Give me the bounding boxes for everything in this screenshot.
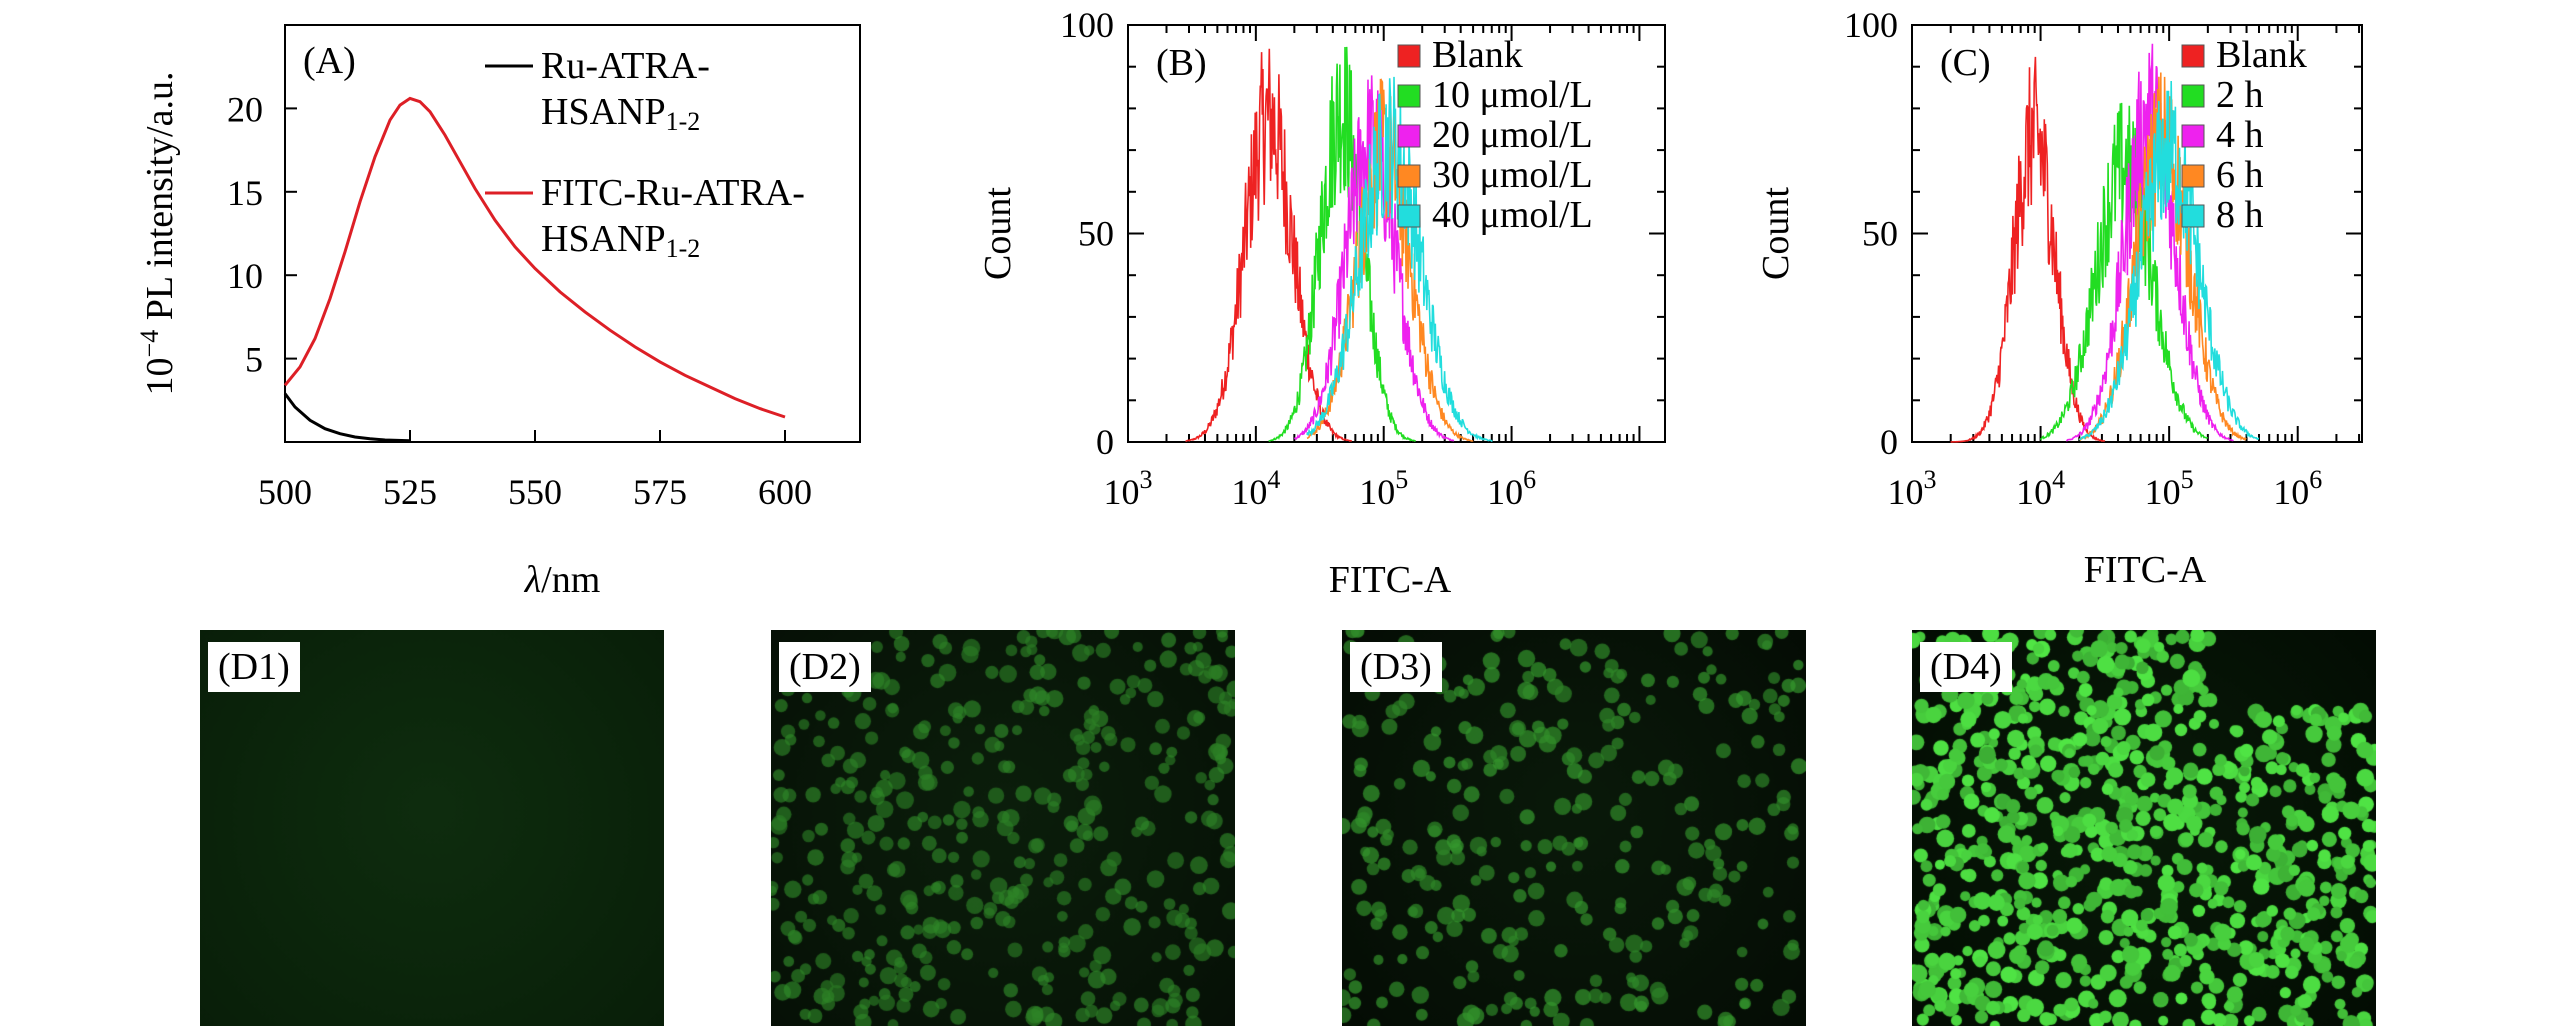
- x-axis-label: λ/nm: [524, 559, 601, 601]
- micrograph-d3: (D3): [1342, 630, 1806, 1026]
- panel-label: (B): [1156, 42, 1207, 84]
- x-tick-label: 525: [383, 472, 437, 512]
- legend-swatch: [2181, 44, 2205, 68]
- plot-frame: [284, 24, 861, 443]
- x-tick-label: 105: [1359, 465, 1408, 512]
- micrograph-d4: (D4): [1912, 630, 2376, 1026]
- x-tick-label: 106: [1487, 465, 1536, 512]
- legend-swatch: [2181, 124, 2205, 148]
- y-axis-label: Count: [1755, 187, 1797, 280]
- legend-swatch: [2181, 164, 2205, 188]
- legend-swatch: [1397, 84, 1421, 108]
- histogram-series: [1306, 76, 1493, 442]
- histogram-series: [1268, 46, 1417, 442]
- histogram-series: [2066, 43, 2234, 442]
- legend-label: 10 μmol/L: [1432, 74, 1593, 116]
- micrograph-image: [1342, 630, 1806, 1026]
- histogram-series: [2039, 102, 2208, 441]
- legend-label: Ru-ATRA-: [541, 45, 710, 87]
- y-axis-label: 10−4 PL intensity/a.u.: [135, 72, 181, 396]
- y-tick-label: 50: [1078, 214, 1114, 254]
- legend-swatch: [1397, 124, 1421, 148]
- legend-swatch: [1397, 44, 1421, 68]
- legend-swatch: [2181, 84, 2205, 108]
- y-tick-label: 15: [227, 173, 263, 213]
- legend-label: FITC-Ru-ATRA-: [541, 172, 805, 214]
- legend-label: HSANP1-2: [541, 91, 700, 136]
- legend-swatch: [1397, 204, 1421, 228]
- legend-label: Blank: [2216, 34, 2307, 76]
- series-line: [283, 96, 786, 419]
- y-tick-label: 20: [227, 89, 263, 129]
- y-tick-label: 10: [227, 256, 263, 296]
- chart-a: 500 525 550 575 600 5 10 15 20 λ/nm 10−4 PL intens…: [135, 24, 861, 601]
- y-tick-label: 100: [1060, 5, 1114, 45]
- x-tick-label: 103: [1888, 465, 1937, 512]
- micrograph-label: (D3): [1350, 642, 1442, 692]
- legend-label: 30 μmol/L: [1432, 154, 1593, 196]
- x-tick-label: 575: [633, 472, 687, 512]
- micrograph-image: [1912, 630, 2376, 1026]
- x-tick-label: 104: [1231, 465, 1280, 512]
- legend-label: 20 μmol/L: [1432, 114, 1593, 156]
- x-tick-label: 105: [2145, 465, 2194, 512]
- chart-b: 103 104 105 106 0 50 100 FITC-A Count (B) Blank10 …: [977, 5, 1666, 601]
- micrograph-d1: (D1): [200, 630, 664, 1026]
- x-tick-label: 103: [1104, 465, 1153, 512]
- micrograph-label: (D4): [1920, 642, 2012, 692]
- legend-label: 8 h: [2216, 194, 2264, 236]
- y-tick-label: 0: [1096, 422, 1114, 462]
- panel-label: (C): [1940, 42, 1991, 84]
- y-axis-label: Count: [977, 187, 1019, 280]
- y-tick-label: 0: [1880, 422, 1898, 462]
- x-tick-label: 104: [2016, 465, 2065, 512]
- legend-label: HSANP1-2: [541, 218, 700, 263]
- panel-label: (A): [303, 40, 356, 82]
- x-tick-label: 106: [2273, 465, 2322, 512]
- legend-label: 2 h: [2216, 74, 2264, 116]
- legend-label: Blank: [1432, 34, 1523, 76]
- micrograph-image: [200, 630, 664, 1026]
- x-tick-label: 550: [508, 472, 562, 512]
- legend-swatch: [2181, 204, 2205, 228]
- histogram-series: [2078, 80, 2260, 441]
- x-axis-label: FITC-A: [1329, 559, 1452, 601]
- x-tick-label: 500: [258, 472, 312, 512]
- x-axis-label: FITC-A: [2084, 549, 2207, 591]
- micrograph-label: (D1): [208, 642, 300, 692]
- legend-label: 40 μmol/L: [1432, 194, 1593, 236]
- histogram-series: [1306, 77, 1474, 442]
- micrograph-image: [771, 630, 1235, 1026]
- histogram-series: [1950, 56, 2106, 443]
- micrograph-label: (D2): [779, 642, 871, 692]
- micrograph-d2: (D2): [771, 630, 1235, 1026]
- x-tick-label: 600: [758, 472, 812, 512]
- legend-swatch: [1397, 164, 1421, 188]
- legend-label: 4 h: [2216, 114, 2264, 156]
- series-line: [283, 392, 411, 443]
- y-tick-label: 5: [245, 340, 263, 380]
- y-tick-label: 50: [1862, 214, 1898, 254]
- y-tick-label: 100: [1844, 5, 1898, 45]
- legend-label: 6 h: [2216, 154, 2264, 196]
